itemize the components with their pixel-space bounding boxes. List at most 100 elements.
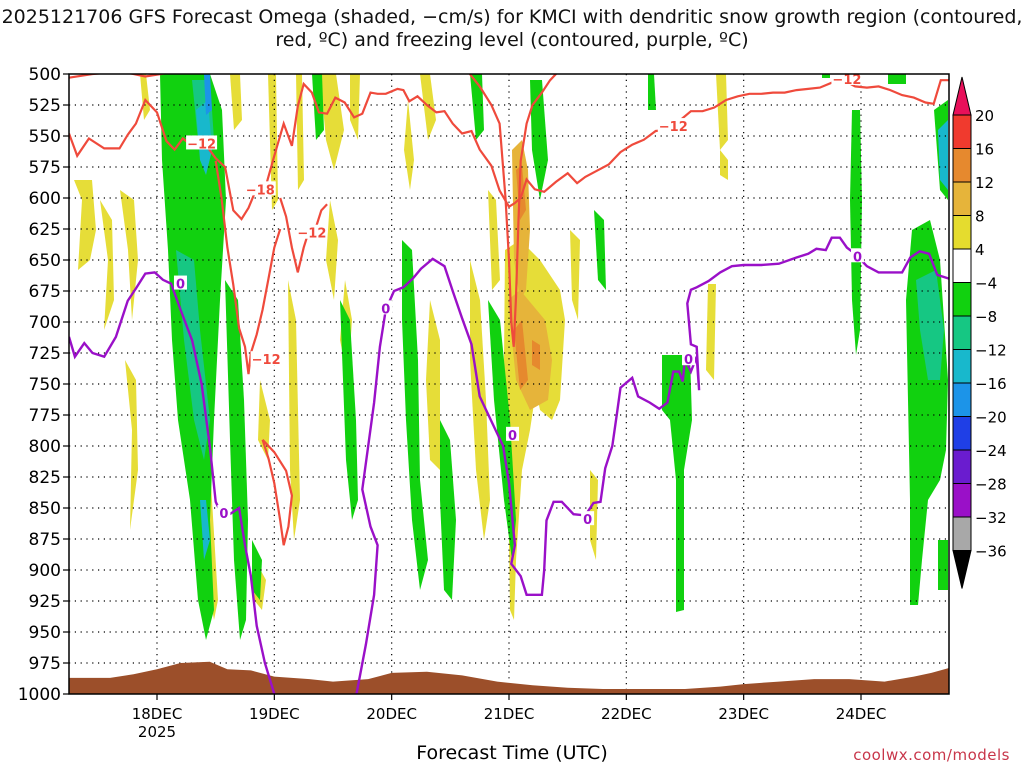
colorbar-segment (952, 449, 972, 484)
contour-label-background (657, 118, 689, 133)
omega-shade-teal (916, 270, 944, 380)
contour-label-background (244, 181, 276, 196)
dendritic-contour-label: −12 (187, 137, 216, 152)
colorbar-segment (952, 114, 972, 149)
freezing-level-contour (355, 236, 949, 694)
y-tick-label: 650 (29, 251, 61, 271)
y-tick-label: 550 (29, 127, 61, 147)
omega-shaded-regions (74, 74, 948, 640)
colorbar-label: 4 (975, 241, 985, 259)
omega-shade-yellow (288, 280, 300, 540)
contour-labels: −12 −18 −12 −12 −12 −12 0 0 0 0 0 0 0 (173, 73, 864, 528)
omega-shade-yellow (140, 74, 150, 120)
colorbar-segment (952, 516, 972, 551)
contour-label-background (186, 135, 218, 150)
y-tick-label: 625 (29, 220, 61, 240)
colorbar-label: −28 (975, 476, 1007, 494)
contour-label-background (682, 351, 696, 366)
colorbar-segment (952, 248, 972, 283)
omega-shade-yellow (720, 150, 728, 180)
omega-shade-green (888, 74, 906, 84)
y-axis-ticks: 500 525 550 575 600 625 650 675 700 725 750 775 800 8… (18, 65, 69, 705)
freezing-level-label: 0 (583, 513, 592, 528)
colorbar-label: −32 (975, 509, 1007, 527)
dendritic-contour-label: −12 (832, 73, 861, 88)
colorbar-label: −4 (975, 275, 997, 293)
y-tick-label: 825 (29, 468, 61, 488)
omega-shade-orange (516, 165, 526, 220)
colorbar-segment (952, 181, 972, 216)
site-credit[interactable]: coolwx.com/models (853, 746, 1010, 764)
omega-shade-yellow (716, 74, 728, 150)
x-tick-label: 24DEC (836, 705, 887, 723)
colorbar-segment (952, 416, 972, 451)
omega-shade-yellow (268, 74, 278, 210)
contour-label-background (581, 511, 595, 526)
colorbar-label: 8 (975, 208, 985, 226)
freezing-level-label: 0 (381, 302, 390, 317)
y-tick-label: 800 (29, 437, 61, 457)
y-tick-label: 975 (29, 654, 61, 674)
y-tick-label: 725 (29, 344, 61, 364)
colorbar-label: −12 (975, 342, 1007, 360)
contour-label-background (379, 300, 393, 315)
dendritic-contour-label: −12 (252, 353, 281, 368)
omega-shade-cyan (200, 500, 210, 560)
x-tick-label: 18DEC (132, 705, 183, 723)
omega-shade-green (252, 540, 262, 600)
omega-shade-green (470, 74, 484, 140)
colorbar-label: 12 (975, 174, 994, 192)
x-tick-sublabel: 2025 (138, 723, 176, 741)
grid-lines (69, 74, 949, 694)
dendritic-growth-contour (214, 160, 282, 375)
colorbar-label: 20 (975, 107, 994, 125)
omega-shade-orange (532, 340, 540, 370)
omega-shade-green (440, 420, 456, 600)
freezing-level-label: 0 (684, 353, 693, 368)
omega-shade-green (594, 210, 606, 290)
colorbar-segment (952, 148, 972, 183)
omega-shade-green (662, 355, 692, 612)
omega-shade-yellow (350, 74, 360, 140)
omega-shade-yellow (570, 230, 580, 320)
y-tick-label: 925 (29, 592, 61, 612)
freezing-level-label: 0 (853, 250, 862, 265)
omega-shade-yellow (326, 200, 338, 300)
colorbar-label: −16 (975, 375, 1007, 393)
freezing-level-label: 0 (219, 507, 228, 522)
freezing-level-label: 0 (176, 278, 185, 293)
x-tick-label: 23DEC (718, 705, 769, 723)
colorbar-segment (952, 315, 972, 350)
omega-shade-green (340, 300, 358, 520)
contour-label-background (296, 224, 328, 239)
dendritic-contour-label: −12 (659, 120, 688, 135)
colorbar-segment (952, 215, 972, 250)
omega-shade-green (850, 110, 862, 355)
omega-shade-yellow (488, 190, 500, 290)
y-tick-label: 525 (29, 96, 61, 116)
colorbar-label: 16 (975, 141, 994, 159)
y-tick-label: 900 (29, 561, 61, 581)
x-tick-label: 19DEC (249, 705, 300, 723)
colorbar: 20 16 12 8 4 −4 −8 −12 −16 −20 −24 −28 −32 −36 (952, 76, 1007, 589)
omega-shade-green (938, 540, 948, 590)
omega-shade-yellow (125, 360, 138, 530)
colorbar-label: −36 (975, 543, 1007, 561)
omega-shade-cyan (938, 120, 948, 190)
colorbar-arrow-bottom (952, 550, 972, 589)
omega-shade-green (530, 80, 548, 200)
colorbar-label: −20 (975, 409, 1007, 427)
x-tick-label: 20DEC (366, 705, 417, 723)
y-tick-label: 500 (29, 65, 61, 85)
omega-shade-yellow (230, 74, 242, 130)
x-tick-label: 22DEC (601, 705, 652, 723)
colorbar-segment (952, 349, 972, 384)
dendritic-contour-label: −12 (297, 227, 326, 242)
omega-shade-yellow (706, 284, 716, 380)
freezing-level-label: 0 (508, 429, 517, 444)
dendritic-contour-label: −18 (246, 183, 275, 198)
colorbar-label: −24 (975, 442, 1007, 460)
omega-shade-yellow (100, 200, 114, 330)
